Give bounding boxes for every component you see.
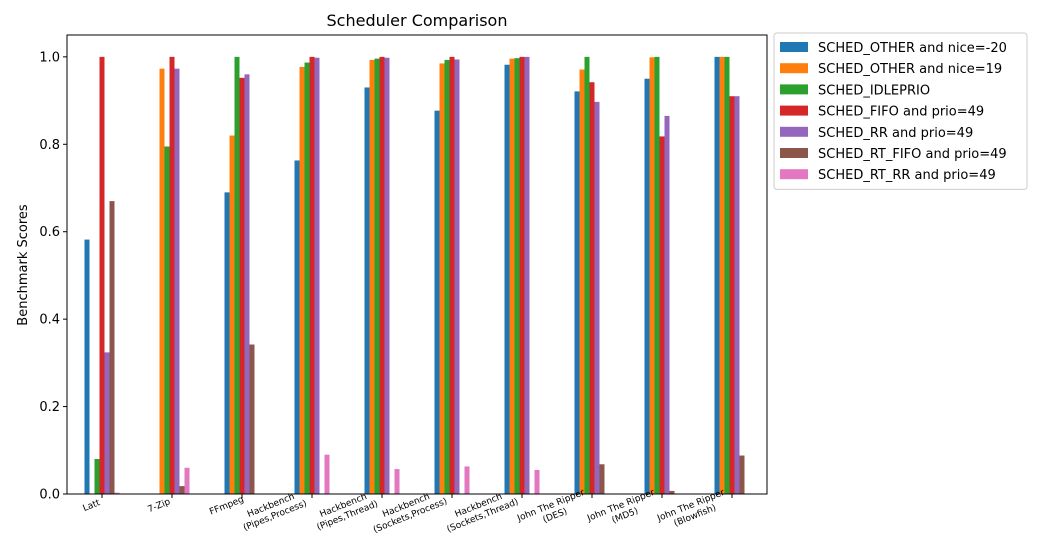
bar xyxy=(314,57,320,494)
bar xyxy=(659,136,665,495)
legend-label: SCHED_RR and prio=49 xyxy=(818,126,973,141)
legend-swatch xyxy=(780,63,808,74)
bar xyxy=(174,68,180,494)
bar xyxy=(719,56,725,495)
x-tick-label: Hackbench(Pipes,Thread) xyxy=(312,489,380,533)
bar xyxy=(84,239,90,494)
x-tick-label: 7-Zip xyxy=(147,497,173,515)
bar xyxy=(369,59,375,495)
bar xyxy=(579,69,585,494)
bar xyxy=(234,56,240,495)
y-tick-label: 0.6 xyxy=(39,225,60,240)
bar xyxy=(504,64,510,494)
bar xyxy=(739,455,745,494)
bar xyxy=(324,454,330,494)
bar xyxy=(664,115,670,495)
bar xyxy=(434,110,440,494)
x-tick-label: John The Ripper(DES) xyxy=(515,488,590,535)
chart-title: Scheduler Comparison xyxy=(327,11,508,30)
bar xyxy=(94,459,100,494)
bar xyxy=(644,78,650,495)
legend-label: SCHED_OTHER and nice=19 xyxy=(818,62,1002,77)
bar xyxy=(714,56,720,495)
bar xyxy=(724,56,730,495)
bar xyxy=(304,62,310,494)
legend-label: SCHED_OTHER and nice=-20 xyxy=(818,41,1007,56)
legend-swatch xyxy=(780,126,808,137)
bar xyxy=(249,344,255,494)
x-tick-label: John The Ripper(MD5) xyxy=(585,488,660,535)
bar xyxy=(224,192,230,494)
bar xyxy=(104,352,110,494)
bar xyxy=(584,56,590,495)
x-tick-label: John The Ripper(Blowfish) xyxy=(655,488,730,535)
bar xyxy=(309,56,315,495)
x-tick-label: FFmpeg xyxy=(208,495,245,518)
legend-label: SCHED_RT_RR and prio=49 xyxy=(818,168,996,183)
bar xyxy=(384,57,390,494)
legend-swatch xyxy=(780,169,808,180)
bar xyxy=(454,59,460,494)
bar xyxy=(534,469,540,494)
bar xyxy=(244,74,250,494)
bar xyxy=(729,96,735,494)
legend-swatch xyxy=(780,42,808,52)
legend-swatch xyxy=(780,105,808,116)
bar xyxy=(379,56,385,495)
bar xyxy=(589,82,595,495)
y-axis-label: Benchmark Scores xyxy=(16,204,31,326)
bar xyxy=(159,68,165,494)
y-tick-label: 1.0 xyxy=(39,50,60,65)
bar xyxy=(514,58,520,495)
bar xyxy=(179,486,185,494)
legend: SCHED_OTHER and nice=-20 SCHED_OTHER and … xyxy=(773,32,1028,190)
bar xyxy=(734,96,740,494)
x-tick-label: Latt xyxy=(82,498,102,514)
y-tick-label: 0.2 xyxy=(39,400,60,415)
bar xyxy=(169,56,175,495)
bar xyxy=(519,56,525,495)
bar xyxy=(364,87,370,495)
bar xyxy=(239,77,245,494)
plot-frame xyxy=(66,34,768,495)
bar xyxy=(109,201,115,495)
bar xyxy=(669,490,675,494)
legend-swatch xyxy=(780,148,808,158)
y-tick-label: 0.4 xyxy=(39,313,60,328)
bar xyxy=(294,160,300,494)
bar xyxy=(649,57,655,494)
bar xyxy=(374,58,380,495)
bar xyxy=(164,146,170,494)
bar xyxy=(184,467,190,494)
bar xyxy=(299,66,305,494)
bar xyxy=(509,58,515,495)
x-tick-label-line: 7-Zip xyxy=(147,497,173,515)
bar xyxy=(654,56,660,495)
bar xyxy=(574,91,580,494)
bar xyxy=(449,56,455,495)
bar xyxy=(229,135,235,495)
legend-label: SCHED_RT_FIFO and prio=49 xyxy=(818,147,1007,162)
legend-swatch xyxy=(780,84,808,95)
y-tick-label: 0.8 xyxy=(39,138,60,153)
bar xyxy=(599,464,605,494)
x-tick-label-line: FFmpeg xyxy=(208,495,245,518)
bar xyxy=(524,56,530,495)
legend-label: SCHED_IDLEPRIO xyxy=(818,83,930,98)
bar xyxy=(594,101,600,494)
y-tick-label: 0.0 xyxy=(39,488,60,503)
bar xyxy=(99,56,105,495)
legend-frame xyxy=(773,32,1028,190)
bar xyxy=(114,492,120,494)
x-tick-label: Hackbench(Pipes,Process) xyxy=(238,489,309,534)
bar xyxy=(444,59,450,495)
bar xyxy=(394,469,400,494)
bar xyxy=(439,63,445,494)
legend-label: SCHED_FIFO and prio=49 xyxy=(818,105,984,120)
x-tick-label-line: Latt xyxy=(82,498,102,514)
bar xyxy=(464,466,470,494)
